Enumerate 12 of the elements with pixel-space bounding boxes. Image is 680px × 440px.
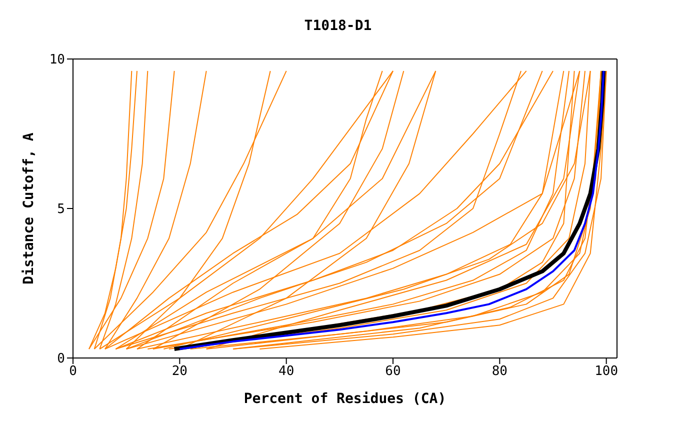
y-tick-label: 0 <box>57 352 65 367</box>
x-tick-label: 80 <box>492 364 508 380</box>
x-tick-label: 0 <box>69 364 77 380</box>
x-tick-label: 20 <box>172 364 188 380</box>
y-axis-title: Distance Cutoff, A <box>20 132 37 284</box>
x-axis-title: Percent of Residues (CA) <box>244 391 446 407</box>
chart-title: T1018-D1 <box>303 18 373 34</box>
y-tick-label: 5 <box>57 202 65 218</box>
x-tick-label: 100 <box>594 364 618 380</box>
x-tick-label: 60 <box>385 364 401 380</box>
y-tick-label: 10 <box>49 52 65 68</box>
x-tick-label: 40 <box>278 364 294 380</box>
